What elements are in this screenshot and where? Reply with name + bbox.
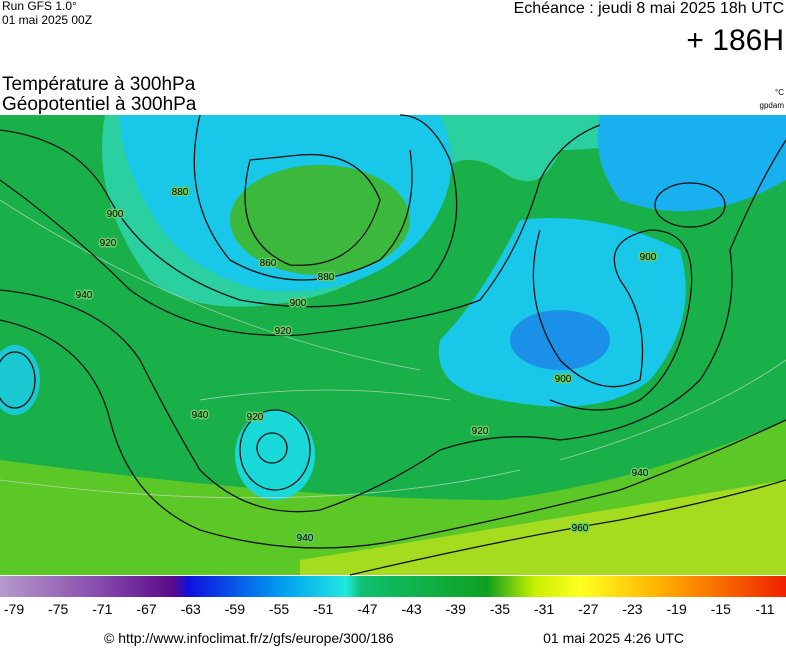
echeance: Echéance : jeudi 8 mai 2025 18h UTC: [514, 0, 784, 17]
contour-label: 900: [640, 252, 657, 263]
colorbar-tick-label: -55: [269, 601, 289, 617]
contour-label: 920: [275, 326, 292, 337]
contour-label: 900: [107, 209, 124, 220]
colorbar-tick-label: -27: [578, 601, 598, 617]
colorbar-tick-label: -47: [357, 601, 377, 617]
map: [0, 114, 786, 576]
title: Géopotentiel à 300hPa: [2, 94, 197, 115]
unit: gpdam: [760, 101, 785, 110]
contour-label: 940: [297, 533, 314, 544]
unit: °C: [775, 88, 784, 97]
colorbar-tick-label: -19: [667, 601, 687, 617]
contour-label: 920: [472, 426, 489, 437]
contour-label: 900: [555, 374, 572, 385]
contour-label: 960: [572, 523, 589, 534]
run: Run GFS 1.0°: [2, 0, 77, 13]
contour-label: 940: [192, 410, 209, 421]
contour-label: 880: [318, 272, 335, 283]
colorbar-tick-label: -15: [711, 601, 731, 617]
contour-label: 920: [100, 238, 117, 249]
footer-date: 01 mai 2025 4:26 UTC: [543, 630, 684, 646]
colorbar-tick-label: -11: [755, 601, 774, 617]
colorbar-tick-label: -39: [446, 601, 466, 617]
colorbar-tick-label: -43: [401, 601, 421, 617]
colorbar-tick-label: -51: [313, 601, 333, 617]
contour-label: 880: [172, 187, 189, 198]
colorbar-tick-label: -31: [534, 601, 554, 617]
contour-label: 900: [290, 298, 307, 309]
contour-label: 940: [76, 290, 93, 301]
lead-time: + 186H: [686, 24, 784, 57]
run-date: 01 mai 2025 00Z: [2, 13, 92, 27]
colorbar-tick-label: -67: [136, 601, 156, 617]
colorbar-tick-label: -23: [622, 601, 642, 617]
colorbar-tick-label: -79: [4, 601, 24, 617]
contour-label: 860: [260, 258, 277, 269]
colorbar-tick-label: -63: [181, 601, 201, 617]
colorbar-tick-label: -59: [225, 601, 245, 617]
title: Température à 300hPa: [2, 74, 196, 95]
colorbar: [0, 576, 786, 597]
colorbar-tick-label: -35: [490, 601, 510, 617]
contour-label: 940: [632, 468, 649, 479]
colorbar-tick-label: -75: [48, 601, 68, 617]
colorbar-tick-label: -71: [92, 601, 112, 617]
contour-label: 920: [247, 412, 264, 423]
footer-url: © http://www.infoclimat.fr/z/gfs/europe/…: [104, 630, 394, 646]
